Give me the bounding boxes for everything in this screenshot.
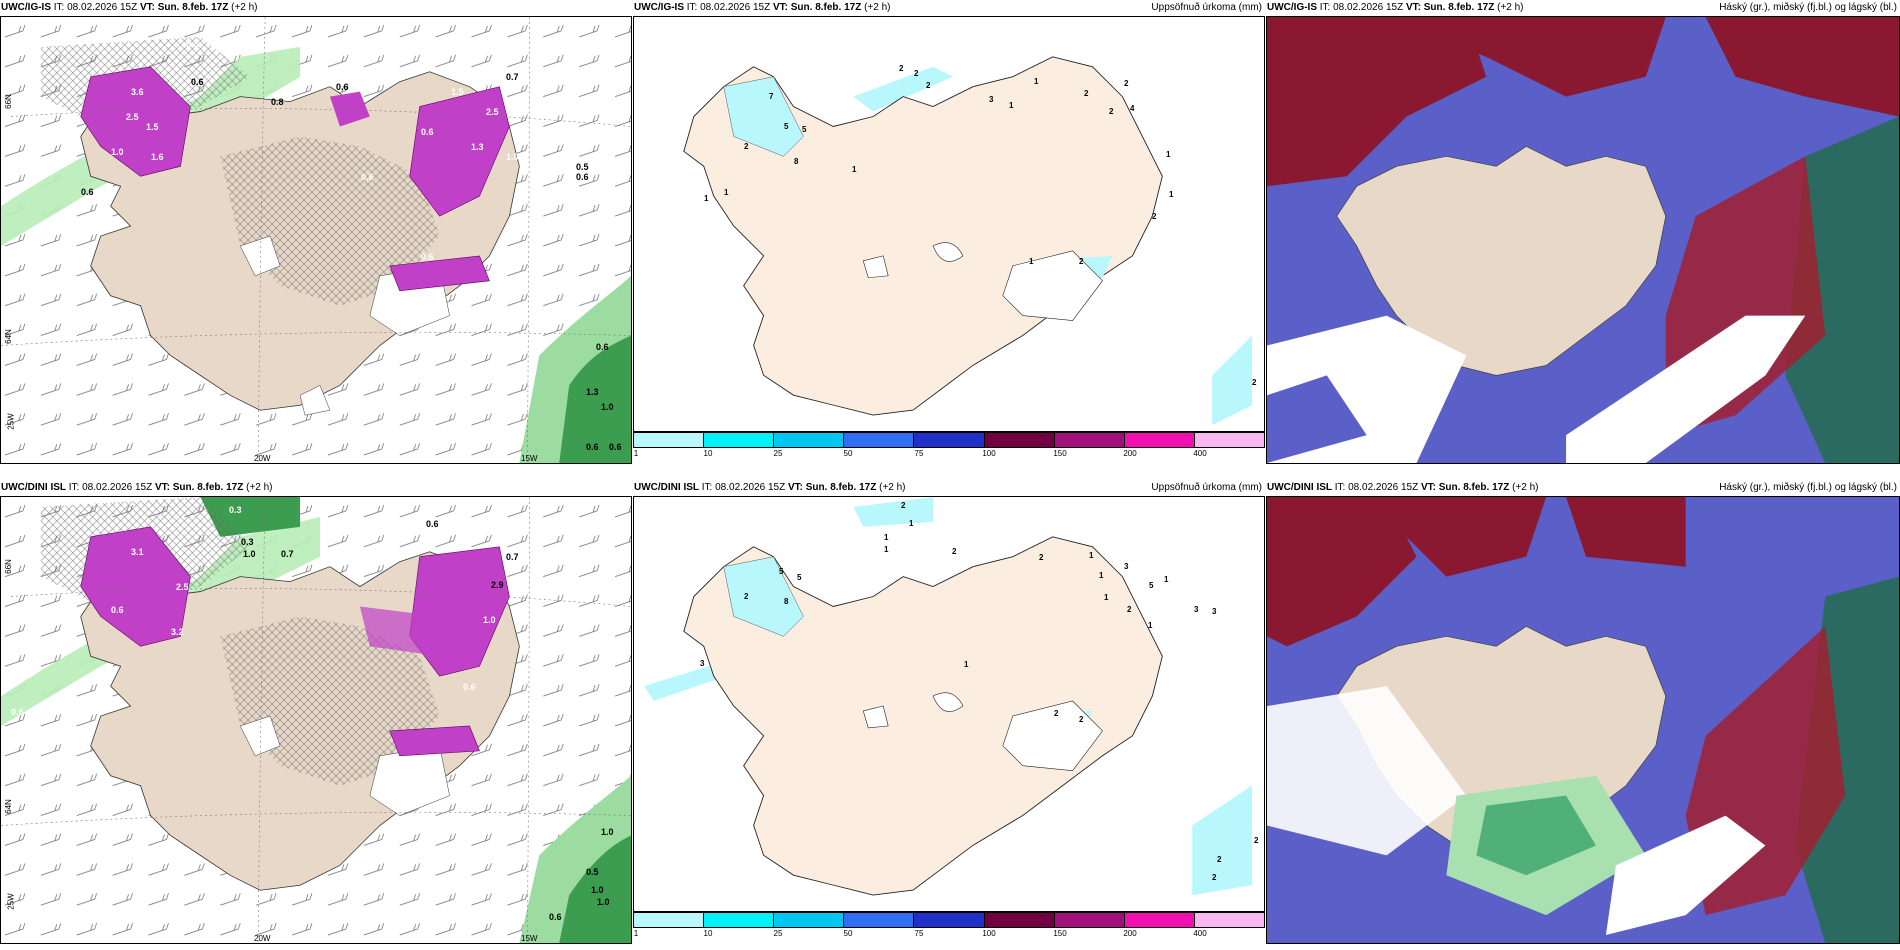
colorbar-seg (704, 433, 775, 447)
snow-patch (389, 255, 490, 292)
colorbar-seg (1194, 913, 1264, 927)
panel-bot-mid: UWC/DINI ISL IT: 08.02.2026 15Z VT: Sun.… (633, 480, 1265, 950)
panel-bot-right: UWC/DINI ISL IT: 08.02.2026 15Z VT: Sun.… (1266, 480, 1900, 950)
colorbar-seg (1124, 433, 1195, 447)
precip-colorbar (633, 912, 1265, 928)
colorbar-seg (1124, 913, 1195, 927)
panel-bot-left: UWC/DINI ISL IT: 08.02.2026 15Z VT: Sun.… (0, 480, 632, 950)
lat-label: 64N (3, 329, 13, 344)
panel-title: Uppsöfnuð úrkoma (mm) (1151, 2, 1262, 13)
lon-label: 25W (6, 413, 16, 430)
precip-map (634, 17, 1264, 431)
precip-map (634, 497, 1264, 911)
lat-label: 66N (3, 94, 13, 109)
lon-label: 20W (254, 934, 271, 943)
precip-green-band (559, 335, 631, 463)
lat-label: 66N (3, 559, 13, 574)
colorbar-seg (1054, 433, 1125, 447)
panel-header: UWC/DINI ISL IT: 08.02.2026 15Z VT: Sun.… (1, 482, 273, 493)
colorbar-ticks: 1 10 25 50 75 100 150 200 400 (633, 929, 1207, 938)
colorbar-seg (984, 433, 1055, 447)
panel-header: UWC/IG-IS IT: 08.02.2026 15Z VT: Sun. 8.… (1267, 2, 1524, 13)
snow-map (1, 17, 631, 463)
snow-patch (329, 91, 370, 127)
colorbar-seg (774, 913, 845, 927)
panel-top-right: UWC/IG-IS IT: 08.02.2026 15Z VT: Sun. 8.… (1266, 0, 1900, 470)
snow-labels: 0.3 0.6 2.5 1.5 3.6 1.6 1.0 0.6 0.8 0.6 … (81, 39, 622, 452)
lon-label: 20W (254, 454, 271, 463)
colorbar-seg (844, 913, 915, 927)
colorbar-ticks: 1 10 25 50 75 100 150 200 400 (633, 449, 1207, 458)
panel-title: Háský (gr.), miðský (fj.bl.) og lágský (… (1719, 482, 1897, 493)
panel-top-mid: UWC/IG-IS IT: 08.02.2026 15Z VT: Sun. 8.… (633, 0, 1265, 470)
colorbar-seg (984, 913, 1055, 927)
snow-patch (409, 86, 510, 217)
panel-header: UWC/IG-IS IT: 08.02.2026 15Z VT: Sun. 8.… (634, 2, 891, 13)
precip-labels: 2 2 2 3 1 1 2 2 4 2 7 5 5 2 8 1 1 1 1 2 … (704, 64, 1257, 387)
panel-header: UWC/IG-IS IT: 08.02.2026 15Z VT: Sun. 8.… (1, 2, 258, 13)
panel-header: UWC/DINI ISL IT: 08.02.2026 15Z VT: Sun.… (634, 482, 906, 493)
iceland-land (683, 56, 1163, 416)
map-frame: 0.3 0.3 0.6 1.0 0.7 3.1 2.5 3.2 0.6 0.6 … (0, 496, 632, 944)
lon-label: 15W (521, 934, 538, 943)
map-frame (1266, 16, 1900, 464)
precip-colorbar (633, 432, 1265, 448)
map-frame (1266, 496, 1900, 944)
cloud-map (1267, 17, 1899, 463)
iceland-land (683, 536, 1163, 896)
lat-label: 64N (3, 799, 13, 814)
lon-label: 25W (6, 893, 16, 910)
colorbar-seg (1194, 433, 1264, 447)
colorbar-seg (914, 913, 985, 927)
colorbar-seg (634, 433, 705, 447)
panel-header: UWC/DINI ISL IT: 08.02.2026 15Z VT: Sun.… (1267, 482, 1539, 493)
lon-label: 15W (521, 454, 538, 463)
colorbar-seg (914, 433, 985, 447)
panel-top-left: UWC/IG-IS IT: 08.02.2026 15Z VT: Sun. 8.… (0, 0, 632, 470)
panel-title: Uppsöfnuð úrkoma (mm) (1151, 482, 1262, 493)
panel-title: Háský (gr.), miðský (fj.bl.) og lágský (… (1719, 2, 1897, 13)
colorbar-seg (774, 433, 845, 447)
snow-patch (80, 66, 191, 177)
snow-labels: 0.3 0.3 0.6 1.0 0.7 3.1 2.5 3.2 0.6 0.6 … (11, 505, 614, 922)
map-frame: 2 1 1 1 3 2 2 1 1 3 5 1 2 1 3 5 5 2 8 3 … (633, 496, 1265, 912)
colorbar-seg (1054, 913, 1125, 927)
colorbar-seg (844, 433, 915, 447)
map-frame: 2 2 2 3 1 1 2 2 4 2 7 5 5 2 8 1 1 1 1 2 … (633, 16, 1265, 432)
snow-map (1, 497, 631, 943)
cloud-map (1267, 497, 1899, 943)
colorbar-seg (704, 913, 775, 927)
colorbar-seg (634, 913, 705, 927)
precip-labels: 2 1 1 1 3 2 2 1 1 3 5 1 2 1 3 5 5 2 8 3 … (700, 501, 1259, 882)
map-frame: 0.3 0.6 2.5 1.5 3.6 1.6 1.0 0.6 0.8 0.6 … (0, 16, 632, 464)
